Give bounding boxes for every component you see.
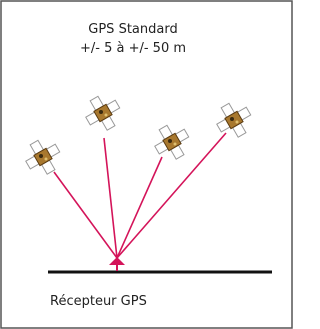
receiver-label: Récepteur GPS (50, 294, 147, 309)
title-line1: GPS Standard (88, 22, 177, 37)
diagram: GPS Standard +/- 5 à +/- 50 m Récepteur … (0, 0, 293, 329)
title-line2: +/- 5 à +/- 50 m (80, 41, 186, 56)
